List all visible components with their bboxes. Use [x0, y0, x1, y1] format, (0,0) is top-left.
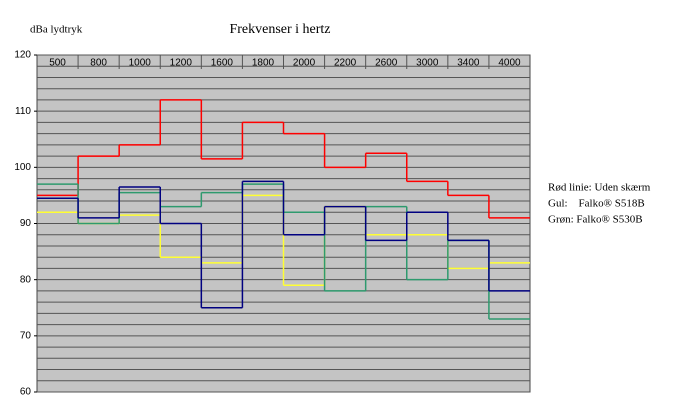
x-tick-label: 1800 — [252, 58, 275, 69]
x-tick-label: 2000 — [293, 58, 316, 69]
x-tick-label: 4000 — [498, 58, 521, 69]
y-axis-label: dBa lydtryk — [30, 24, 83, 36]
legend-label: Grøn: Falko® S530B — [548, 214, 643, 226]
x-tick-label: 500 — [49, 58, 66, 69]
x-tick-label: 2200 — [334, 58, 357, 69]
y-tick-label: 100 — [14, 162, 31, 173]
x-tick-label: 3000 — [416, 58, 439, 69]
x-tick-label: 2600 — [375, 58, 398, 69]
legend-label: Gul: Falko® S518B — [548, 198, 645, 210]
x-tick-label: 1600 — [211, 58, 234, 69]
x-tick-label: 3400 — [457, 58, 480, 69]
y-tick-label: 60 — [20, 387, 32, 398]
y-tick-label: 120 — [14, 50, 31, 61]
legend-label: Rød linie: Uden skærm — [548, 182, 651, 194]
y-tick-label: 80 — [20, 274, 32, 285]
y-tick-label: 110 — [15, 106, 31, 117]
x-tick-label: 1200 — [170, 58, 193, 69]
chart-title: Frekvenser i hertz — [229, 22, 330, 37]
y-tick-label: 90 — [20, 218, 32, 229]
x-tick-label: 1000 — [129, 58, 152, 69]
x-tick-label: 800 — [90, 58, 107, 69]
y-tick-label: 70 — [20, 330, 32, 341]
